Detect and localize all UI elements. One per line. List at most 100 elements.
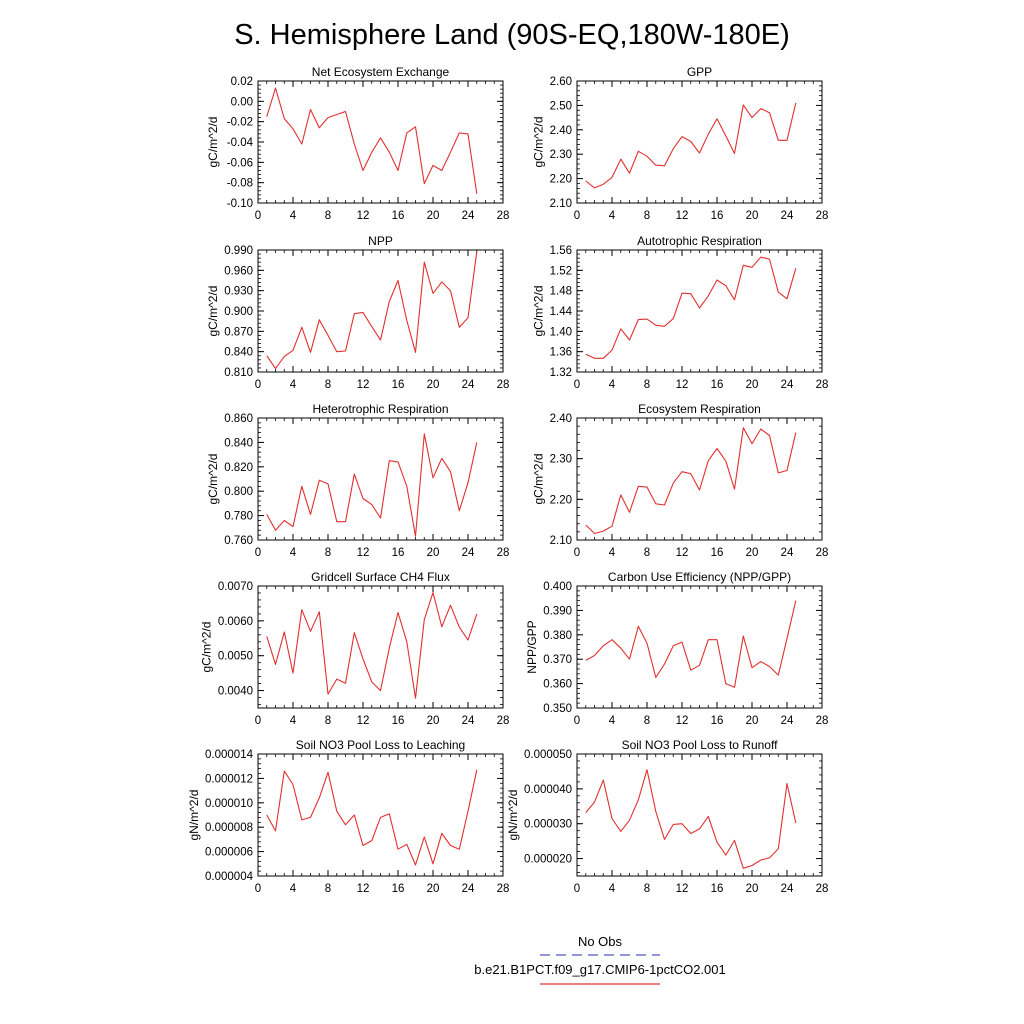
y-tick-label: 0.000040 — [524, 784, 572, 796]
panel-soil-no3-pool-loss-to-leaching: Soil NO3 Pool Loss to Leaching 0 4 8 12 16 20 2… — [187, 738, 510, 895]
x-tick-label: 4 — [290, 210, 297, 222]
y-tick-label: 0.900 — [224, 306, 253, 318]
x-tick-label: 12 — [676, 715, 689, 727]
panel-heterotrophic-respiration: Heterotrophic Respiration 0 4 8 12 16 20 24 28 0.… — [206, 402, 509, 559]
panel-gridcell-surface-ch4-flux: Gridcell Surface CH4 Flux 0 4 8 12 16 20 24 28 0.… — [200, 570, 510, 727]
x-tick-label: 20 — [746, 379, 759, 391]
y-axis-label: gC/m^2/d — [531, 117, 545, 168]
y-tick-label: 0.760 — [224, 535, 253, 547]
x-tick-label: 24 — [462, 715, 475, 727]
x-tick-label: 16 — [711, 210, 724, 222]
legend-obs-label: No Obs — [578, 934, 623, 949]
panel-autotrophic-respiration: Autotrophic Respiration 0 4 8 12 16 20 24 28 1.32… — [531, 234, 828, 391]
y-tick-label: 0.990 — [224, 245, 253, 257]
panel-title: GPP — [687, 65, 712, 79]
series-line — [585, 256, 797, 359]
x-tick-label: 4 — [609, 883, 616, 895]
x-tick-label: 24 — [462, 379, 475, 391]
x-tick-label: 20 — [427, 379, 440, 391]
x-tick-label: 16 — [392, 883, 405, 895]
x-tick-label: 16 — [392, 715, 405, 727]
series-line — [585, 102, 797, 189]
plot-frame — [257, 80, 504, 204]
y-tick-label: 0.840 — [224, 347, 253, 359]
series-line — [266, 769, 478, 866]
y-tick-label: 0.0060 — [218, 616, 253, 628]
y-tick-label: 0.860 — [224, 413, 253, 425]
y-tick-label: 0.0070 — [218, 581, 253, 593]
x-tick-label: 4 — [609, 379, 616, 391]
y-tick-label: 0.360 — [543, 679, 572, 691]
y-tick-label: 0.840 — [224, 437, 253, 449]
y-tick-label: 0.870 — [224, 326, 253, 338]
series-line — [585, 769, 797, 869]
y-tick-label: 0.000006 — [205, 847, 253, 859]
y-tick-label: 0.380 — [543, 630, 572, 642]
x-tick-label: 28 — [497, 547, 510, 559]
x-tick-label: 28 — [497, 379, 510, 391]
x-tick-label: 8 — [644, 883, 650, 895]
y-axis-label: gC/m^2/d — [531, 286, 545, 337]
x-tick-label: 16 — [392, 210, 405, 222]
y-tick-label: 1.56 — [550, 245, 572, 257]
x-tick-label: 20 — [427, 210, 440, 222]
x-tick-label: 4 — [609, 210, 616, 222]
x-tick-label: 0 — [255, 883, 261, 895]
plot-frame — [576, 80, 823, 204]
y-axis-label: gC/m^2/d — [200, 622, 214, 673]
y-tick-label: 1.32 — [550, 367, 572, 379]
x-tick-label: 28 — [816, 883, 829, 895]
y-tick-label: 0.000020 — [524, 854, 572, 866]
y-tick-label: 2.60 — [550, 76, 572, 88]
figure-title: S. Hemisphere Land (90S-EQ,180W-180E) — [234, 19, 790, 51]
y-tick-label: 0.0040 — [218, 686, 253, 698]
panel-title: Gridcell Surface CH4 Flux — [311, 570, 450, 584]
x-tick-label: 4 — [609, 715, 616, 727]
x-tick-label: 20 — [746, 715, 759, 727]
x-tick-label: 0 — [255, 210, 261, 222]
panel-title: Ecosystem Respiration — [638, 402, 761, 416]
panels: Net Ecosystem Exchange 0 4 8 12 16 20 24 28 -0.10… — [187, 65, 829, 895]
x-tick-label: 0 — [574, 379, 580, 391]
panel-title: Carbon Use Efficiency (NPP/GPP) — [608, 570, 791, 584]
x-tick-label: 20 — [746, 210, 759, 222]
x-tick-label: 16 — [392, 379, 405, 391]
y-axis-label: NPP/GPP — [525, 620, 539, 673]
panel-title: Soil NO3 Pool Loss to Leaching — [296, 738, 465, 752]
y-tick-label: 2.50 — [550, 100, 572, 112]
x-tick-label: 24 — [462, 210, 475, 222]
y-tick-label: 0.780 — [224, 511, 253, 523]
x-tick-label: 4 — [290, 379, 297, 391]
plot-frame — [576, 249, 823, 373]
x-tick-label: 28 — [497, 883, 510, 895]
y-tick-label: -0.04 — [227, 137, 254, 149]
x-tick-label: 0 — [574, 883, 580, 895]
x-tick-label: 0 — [574, 715, 580, 727]
y-tick-label: 1.40 — [550, 326, 572, 338]
panel-title: Heterotrophic Respiration — [312, 402, 448, 416]
y-tick-label: -0.06 — [227, 157, 253, 169]
x-tick-label: 8 — [644, 379, 650, 391]
y-tick-label: 0.02 — [231, 76, 253, 88]
series-line — [266, 592, 478, 699]
panel-npp: NPP 0 4 8 12 16 20 24 28 0.810 0.840 0.870 0.900 0.93… — [206, 234, 509, 391]
x-tick-label: 24 — [781, 210, 794, 222]
y-tick-label: 2.10 — [550, 535, 572, 547]
x-tick-label: 12 — [676, 210, 689, 222]
y-axis-label: gC/m^2/d — [206, 454, 220, 505]
plot-frame — [257, 753, 504, 877]
y-tick-label: -0.08 — [227, 178, 253, 190]
y-tick-label: 0.820 — [224, 462, 253, 474]
x-tick-label: 24 — [462, 547, 475, 559]
y-tick-label: 2.30 — [550, 454, 572, 466]
x-tick-label: 8 — [644, 547, 650, 559]
x-tick-label: 0 — [255, 715, 261, 727]
x-tick-label: 8 — [325, 715, 331, 727]
x-tick-label: 24 — [781, 715, 794, 727]
x-tick-label: 24 — [781, 547, 794, 559]
x-tick-label: 12 — [357, 379, 370, 391]
y-tick-label: 0.0050 — [218, 651, 253, 663]
y-tick-label: 1.48 — [550, 286, 572, 298]
y-tick-label: -0.02 — [227, 117, 253, 129]
y-tick-label: 2.40 — [550, 125, 572, 137]
